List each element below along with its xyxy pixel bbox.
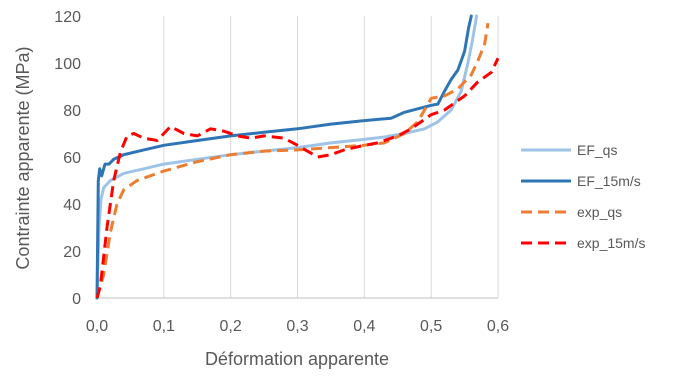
y-tick-label: 120 (54, 9, 81, 26)
x-tick-labels: 0,0 0,1 0,2 0,3 0,4 0,5 0,6 (86, 318, 509, 335)
series-lines (95, 14, 500, 300)
legend-label-0: EF_qs (577, 142, 617, 158)
y-tick-label: 100 (54, 56, 81, 73)
series-line-2 (95, 22, 490, 299)
legend-label-3: exp_15m/s (577, 235, 645, 251)
x-tick-label: 0,0 (86, 318, 108, 335)
x-axis-title: Déformation apparente (205, 349, 389, 369)
grid (163, 16, 499, 298)
x-tick-label: 0,1 (153, 318, 175, 335)
y-tick-label: 0 (72, 291, 81, 308)
y-tick-label: 80 (63, 103, 81, 120)
legend-label-1: EF_15m/s (577, 173, 641, 189)
y-tick-label: 60 (63, 150, 81, 167)
y-axis-title: Contrainte apparente (MPa) (13, 46, 33, 269)
series-line-1 (95, 14, 473, 300)
series-line-3 (95, 57, 500, 299)
y-tick-labels: 0 20 40 60 80 100 120 (54, 9, 81, 308)
x-tick-label: 0,4 (353, 318, 375, 335)
x-tick-label: 0,5 (420, 318, 442, 335)
x-tick-label: 0,2 (220, 318, 242, 335)
series-line-0 (95, 14, 479, 300)
legend: EF_qs EF_15m/s exp_qs exp_15m/s (521, 142, 645, 251)
x-tick-label: 0,6 (487, 318, 509, 335)
y-tick-label: 40 (63, 197, 81, 214)
y-tick-label: 20 (63, 244, 81, 261)
legend-label-2: exp_qs (577, 204, 622, 220)
x-tick-label: 0,3 (286, 318, 308, 335)
